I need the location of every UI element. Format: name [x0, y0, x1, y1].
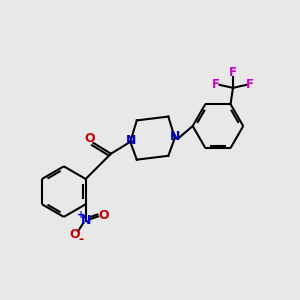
Text: N: N [80, 214, 91, 227]
Text: N: N [126, 134, 136, 147]
Text: +: + [77, 210, 85, 220]
Text: O: O [70, 228, 80, 241]
Text: F: F [212, 78, 220, 91]
Text: -: - [78, 232, 83, 245]
Text: O: O [85, 132, 95, 145]
Text: N: N [170, 130, 181, 143]
Text: F: F [246, 78, 254, 91]
Text: F: F [229, 67, 237, 80]
Text: O: O [98, 209, 109, 222]
